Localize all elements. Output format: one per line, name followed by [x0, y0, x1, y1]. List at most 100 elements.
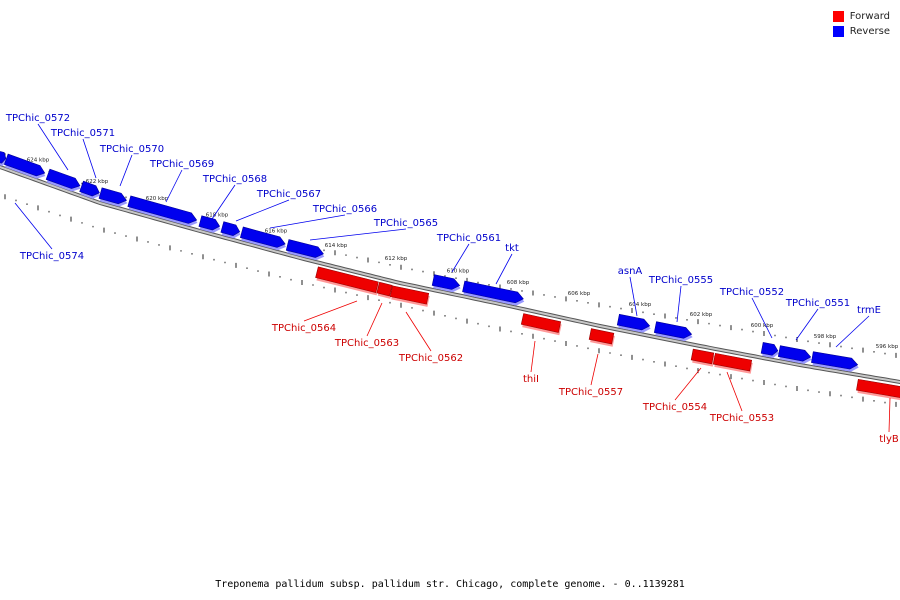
- gene-label-tkt[interactable]: tkt: [505, 243, 519, 254]
- gene-label-TPChic_0574[interactable]: TPChic_0574: [19, 251, 84, 262]
- gene-arrow-TPChic_0571[interactable]: [79, 180, 103, 201]
- gene-label-asnA[interactable]: asnA: [618, 266, 643, 277]
- gene-body[interactable]: [376, 281, 393, 297]
- gene-label-TPChic_0551[interactable]: TPChic_0551: [785, 298, 850, 309]
- backbone-line: [0, 166, 900, 383]
- gene-body[interactable]: [431, 274, 461, 291]
- gene-body[interactable]: [3, 153, 46, 178]
- legend-item-reverse: Reverse: [832, 24, 890, 39]
- leader-line: [629, 276, 638, 317]
- gene-arrow-TPChic_0553[interactable]: [712, 352, 753, 374]
- gene-arrow-TPChic_0570[interactable]: [98, 187, 129, 209]
- gene-body[interactable]: [760, 342, 779, 356]
- scale-label: 620 kbp: [146, 196, 169, 202]
- gene-body[interactable]: [588, 328, 615, 345]
- gene-label-TPChic_0568[interactable]: TPChic_0568: [202, 174, 267, 185]
- gene-label-TPChic_0564[interactable]: TPChic_0564: [271, 323, 336, 334]
- gene-body[interactable]: [653, 321, 693, 340]
- gene-body[interactable]: [520, 313, 562, 333]
- gene-body[interactable]: [239, 226, 286, 249]
- forward-swatch: [832, 11, 844, 22]
- gene-arrow-asnA[interactable]: [616, 313, 652, 334]
- gene-body[interactable]: [0, 150, 7, 164]
- gene-body[interactable]: [389, 285, 430, 305]
- gene-arrow-TPChic_0567[interactable]: [220, 221, 242, 240]
- scale-label: 608 kbp: [507, 280, 530, 286]
- gene-label-TPChic_0571[interactable]: TPChic_0571: [50, 128, 115, 139]
- gene-body[interactable]: [616, 313, 651, 331]
- scale-label: 602 kbp: [690, 312, 713, 318]
- leader-line: [211, 184, 236, 220]
- gene-body[interactable]: [811, 351, 859, 371]
- gene-body[interactable]: [315, 266, 379, 293]
- gene-label-TPChic_0567[interactable]: TPChic_0567: [256, 189, 321, 200]
- scale-label: 624 kbp: [27, 158, 50, 164]
- leader-line: [676, 285, 682, 323]
- gene-arrow-TPChic_0551[interactable]: [777, 345, 813, 366]
- gene-body[interactable]: [98, 187, 128, 206]
- gene-label-TPChic_0557[interactable]: TPChic_0557: [558, 387, 623, 398]
- gene-label-tlyB[interactable]: tlyB: [879, 434, 899, 445]
- gene-arrow-TPChic_0555[interactable]: [653, 321, 694, 343]
- gene-label-TPChic_0569[interactable]: TPChic_0569: [149, 159, 214, 170]
- gene-label-TPChic_0563[interactable]: TPChic_0563: [334, 338, 399, 349]
- leader-line: [451, 243, 470, 273]
- gene-label-TPChic_0566[interactable]: TPChic_0566: [312, 204, 377, 215]
- gene-arrow-TPChic_0569[interactable]: [127, 195, 199, 228]
- gene-arrow-TPChic_0572[interactable]: [45, 168, 83, 194]
- gene-label-TPChic_0570[interactable]: TPChic_0570: [99, 144, 164, 155]
- gene-arrow-TPChic_0563[interactable]: [376, 281, 393, 299]
- gene-body[interactable]: [712, 352, 753, 372]
- gene-arrow-TPChic_0574[interactable]: [3, 153, 49, 181]
- gene-label-TPChic_0552[interactable]: TPChic_0552: [719, 287, 784, 298]
- leader-line: [751, 297, 773, 339]
- gene-label-thiI[interactable]: thiI: [523, 374, 539, 385]
- gene-label-TPChic_0554[interactable]: TPChic_0554: [642, 402, 707, 413]
- gene-arrow-TPChic_0566[interactable]: [239, 226, 288, 252]
- gene-label-TPChic_0553[interactable]: TPChic_0553: [709, 413, 774, 424]
- leader-line: [309, 228, 407, 241]
- gene-arrow-TPChic_0564[interactable]: [315, 266, 380, 296]
- gene-label-TPChic_0565[interactable]: TPChic_0565: [373, 218, 438, 229]
- gene-arrow-tlyB[interactable]: [856, 378, 900, 402]
- gene-body[interactable]: [777, 345, 812, 363]
- gene-body[interactable]: [462, 280, 525, 304]
- scale-label: 598 kbp: [814, 334, 837, 340]
- gene-arrow-TPChic_0554[interactable]: [690, 348, 716, 367]
- legend-item-forward: Forward: [832, 9, 890, 24]
- gene-arrow-TPChic_0568[interactable]: [198, 215, 222, 235]
- gene-body[interactable]: [79, 180, 102, 198]
- scale-label: 596 kbp: [876, 344, 899, 350]
- gene-body[interactable]: [856, 378, 900, 399]
- scale-label: 622 kbp: [86, 179, 109, 185]
- gene-arrow-TPChic_0561[interactable]: [431, 274, 463, 294]
- gene-body[interactable]: [45, 168, 82, 191]
- gene-label-TPChic_0572[interactable]: TPChic_0572: [5, 113, 70, 124]
- scale-label: 616 kbp: [265, 229, 288, 235]
- leader-line: [14, 202, 53, 250]
- leader-line: [119, 154, 133, 187]
- gene-label-trmE[interactable]: trmE: [857, 305, 881, 316]
- scale-label: 614 kbp: [325, 243, 348, 249]
- gene-body[interactable]: [285, 239, 325, 260]
- gene-body[interactable]: [690, 348, 715, 365]
- gene-arrow-trmE[interactable]: [811, 351, 860, 373]
- gene-label-TPChic_0561[interactable]: TPChic_0561: [436, 233, 501, 244]
- scale-label: 612 kbp: [385, 256, 408, 262]
- gene-arrow-reverse[interactable]: [0, 150, 9, 167]
- gene-arrow-TPChic_0557[interactable]: [588, 328, 616, 347]
- gene-label-TPChic_0555[interactable]: TPChic_0555: [648, 275, 713, 286]
- gene-arrow-thiI[interactable]: [520, 313, 562, 336]
- leader-line: [795, 308, 819, 341]
- gene-arrow-TPChic_0565[interactable]: [285, 239, 327, 262]
- gene-body[interactable]: [220, 221, 241, 237]
- gene-arrow-tkt[interactable]: [462, 280, 526, 307]
- leader-line: [82, 138, 97, 179]
- gene-body[interactable]: [198, 215, 221, 232]
- gene-arrow-TPChic_0562[interactable]: [389, 285, 430, 307]
- gene-label-TPChic_0562[interactable]: TPChic_0562: [398, 353, 463, 364]
- gene-body[interactable]: [127, 195, 198, 225]
- gene-arrow-TPChic_0552[interactable]: [760, 342, 781, 359]
